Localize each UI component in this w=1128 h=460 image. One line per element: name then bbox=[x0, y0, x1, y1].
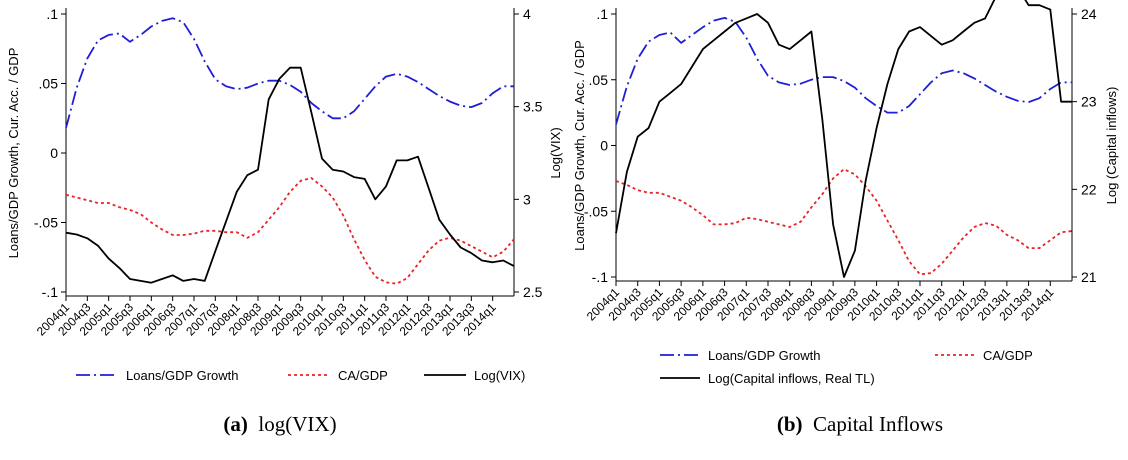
chart-panel-b: .1.050-.05-.1242322212004q12004q32005q12… bbox=[572, 0, 1119, 386]
y-tick-label: -.05 bbox=[584, 203, 608, 219]
y2-tick-label: 4 bbox=[523, 6, 531, 22]
legend-label-2: Log(Capital inflows, Real TL) bbox=[708, 371, 875, 386]
legend-label-0: Loans/GDP Growth bbox=[708, 348, 820, 363]
legend-label-1: CA/GDP bbox=[338, 368, 388, 383]
y-tick-label: -.1 bbox=[592, 269, 609, 285]
chart-panel-a: .1.050-.05-.143.532.52004q12004q32005q12… bbox=[6, 6, 563, 383]
caption-b-text: Capital Inflows bbox=[813, 412, 944, 436]
y-axis-title: Loans/GDP Growth, Cur. Acc. / GDP bbox=[6, 48, 21, 259]
y2-tick-label: 2.5 bbox=[523, 284, 543, 300]
y-tick-label: 0 bbox=[600, 138, 608, 154]
series-line-0 bbox=[65, 17, 514, 129]
y2-tick-label: 3.5 bbox=[523, 99, 543, 115]
y2-axis-title: Log(VIX) bbox=[548, 127, 563, 178]
caption-a-text: log(VIX) bbox=[258, 412, 337, 436]
legend-label-2: Log(VIX) bbox=[474, 368, 525, 383]
y-tick-label: -.05 bbox=[34, 215, 58, 231]
caption-a: (a) log(VIX) bbox=[180, 412, 380, 437]
caption-b: (b) Capital Inflows bbox=[735, 412, 985, 437]
y-tick-label: .1 bbox=[46, 6, 58, 22]
legend-label-0: Loans/GDP Growth bbox=[126, 368, 238, 383]
y2-tick-label: 24 bbox=[1081, 6, 1097, 22]
y-tick-label: .05 bbox=[39, 76, 59, 92]
y-tick-label: -.1 bbox=[42, 284, 59, 300]
series-line-0 bbox=[615, 17, 1072, 125]
y2-tick-label: 3 bbox=[523, 191, 531, 207]
y2-tick-label: 22 bbox=[1081, 181, 1097, 197]
series-line-2 bbox=[615, 0, 1072, 278]
caption-a-label: (a) bbox=[223, 412, 248, 436]
y2-tick-label: 23 bbox=[1081, 94, 1097, 110]
caption-b-label: (b) bbox=[776, 412, 803, 436]
series-line-1 bbox=[615, 168, 1073, 276]
y-tick-label: 0 bbox=[50, 145, 58, 161]
y-tick-label: .1 bbox=[596, 6, 608, 22]
y-axis-title: Loans/GDP Growth, Cur. Acc. / GDP bbox=[572, 40, 587, 251]
y2-axis-title: Log (Capital inflows) bbox=[1104, 87, 1119, 205]
y2-tick-label: 21 bbox=[1081, 269, 1097, 285]
y-tick-label: .05 bbox=[589, 72, 609, 88]
series-line-2 bbox=[65, 66, 515, 284]
legend-label-1: CA/GDP bbox=[983, 348, 1033, 363]
